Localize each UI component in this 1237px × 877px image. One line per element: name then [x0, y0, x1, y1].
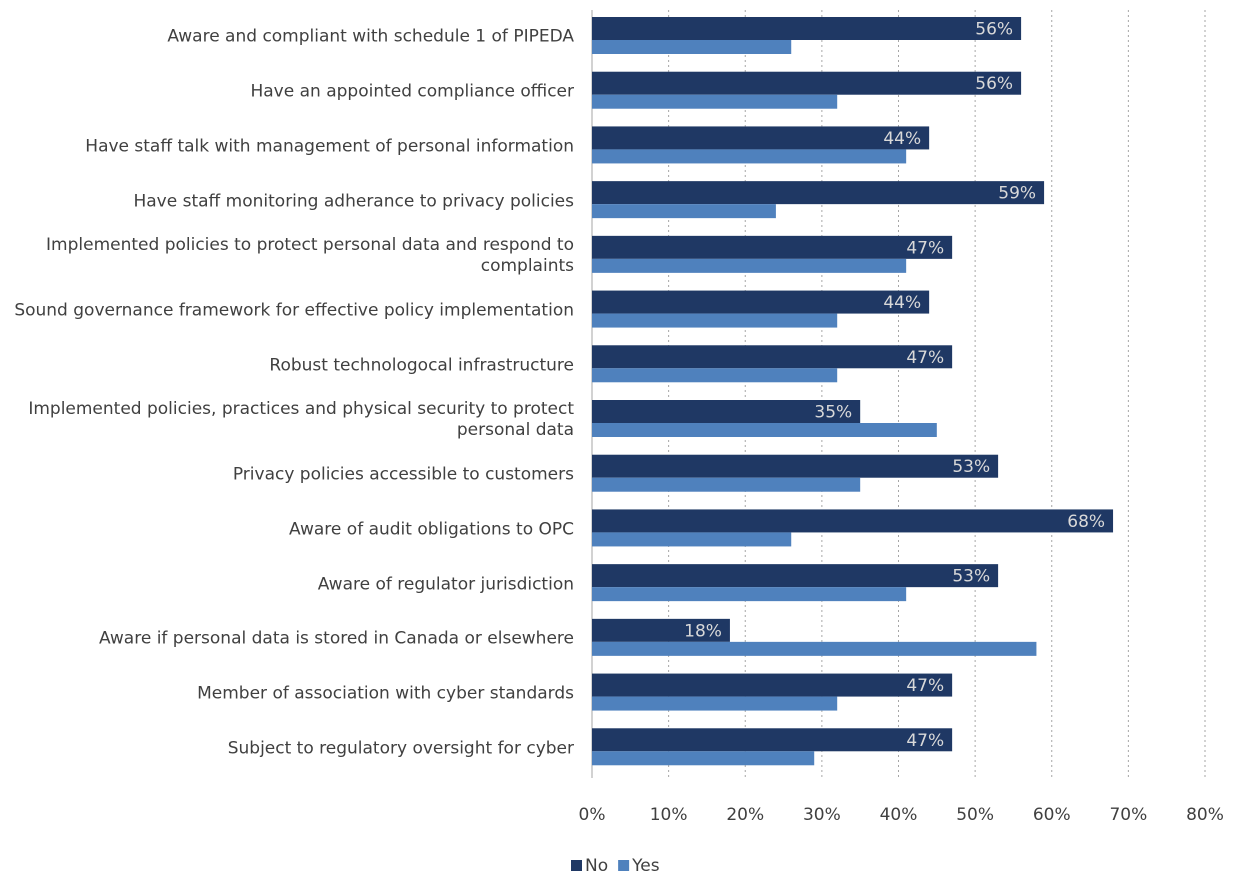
bar: [592, 368, 838, 383]
bar: [592, 564, 999, 588]
bar: [592, 290, 930, 314]
category-label: Implemented policies to protect personal…: [46, 235, 574, 277]
bar: [592, 126, 930, 150]
bar: [592, 751, 815, 766]
bar: [592, 345, 953, 369]
value-label: 47%: [906, 348, 944, 368]
bar: [592, 400, 861, 423]
category-label: Have an appointed compliance officer: [250, 81, 574, 102]
value-label: 56%: [975, 20, 1013, 40]
x-tick-label: 60%: [1033, 805, 1071, 825]
x-tick-label: 20%: [726, 805, 764, 825]
bar: [592, 149, 907, 164]
bar: [592, 181, 1045, 205]
bar: [592, 673, 953, 697]
category-label: Have staff talk with management of perso…: [85, 136, 574, 157]
legend-swatch: [618, 860, 630, 871]
value-label: 47%: [906, 238, 944, 258]
legend-swatch: [571, 860, 582, 871]
bar: [592, 258, 907, 273]
bar: [592, 477, 861, 492]
value-label: 53%: [952, 457, 990, 477]
value-label: 47%: [906, 676, 944, 696]
x-tick-label: 80%: [1186, 805, 1224, 825]
bar: [592, 94, 838, 109]
bar: [592, 235, 953, 259]
bar: [592, 696, 838, 711]
category-label: Aware and compliant with schedule 1 of P…: [167, 26, 574, 47]
category-label: Aware of audit obligations to OPC: [289, 519, 574, 540]
value-label: 68%: [1067, 512, 1105, 532]
value-label: 47%: [906, 731, 944, 751]
x-tick-label: 30%: [803, 805, 841, 825]
category-label: Have staff monitoring adherance to priva…: [133, 191, 574, 211]
bar: [592, 618, 730, 642]
category-label: Robust technologocal infrastructure: [269, 355, 574, 376]
legend-label: No: [585, 856, 608, 876]
bar: [592, 587, 907, 602]
category-label: Privacy policies accessible to customers: [232, 464, 574, 485]
bar: [592, 641, 1037, 656]
category-label: Aware of regulator jurisdiction: [317, 574, 574, 594]
x-tick-label: 40%: [880, 805, 918, 825]
value-label: 59%: [998, 184, 1036, 204]
category-label: Member of association with cyber standar…: [197, 683, 574, 704]
bar: [592, 728, 953, 752]
bar: [592, 423, 937, 437]
x-tick-label: 0%: [579, 805, 606, 825]
value-label: 44%: [883, 293, 921, 313]
bar: [592, 509, 1114, 533]
bar: [592, 17, 1022, 40]
bar: [592, 532, 792, 547]
value-label: 56%: [975, 74, 1013, 94]
category-label: Subject to regulatory oversight for cybe…: [227, 738, 574, 759]
x-tick-label: 50%: [956, 805, 994, 825]
legend-label: Yes: [631, 856, 660, 876]
category-label: Aware if personal data is stored in Cana…: [98, 628, 574, 649]
bar: [592, 313, 838, 328]
value-label: 18%: [684, 621, 722, 641]
bar: [592, 204, 776, 219]
value-label: 35%: [814, 403, 852, 423]
category-label: Sound governance framework for effective…: [14, 300, 574, 321]
bar: [592, 71, 1022, 95]
x-tick-label: 10%: [650, 805, 688, 825]
category-label: Implemented policies, practices and phys…: [28, 399, 574, 441]
x-tick-label: 70%: [1109, 805, 1147, 825]
bar: [592, 40, 792, 54]
value-label: 53%: [952, 567, 990, 587]
bar: [592, 454, 999, 478]
value-label: 44%: [883, 129, 921, 149]
